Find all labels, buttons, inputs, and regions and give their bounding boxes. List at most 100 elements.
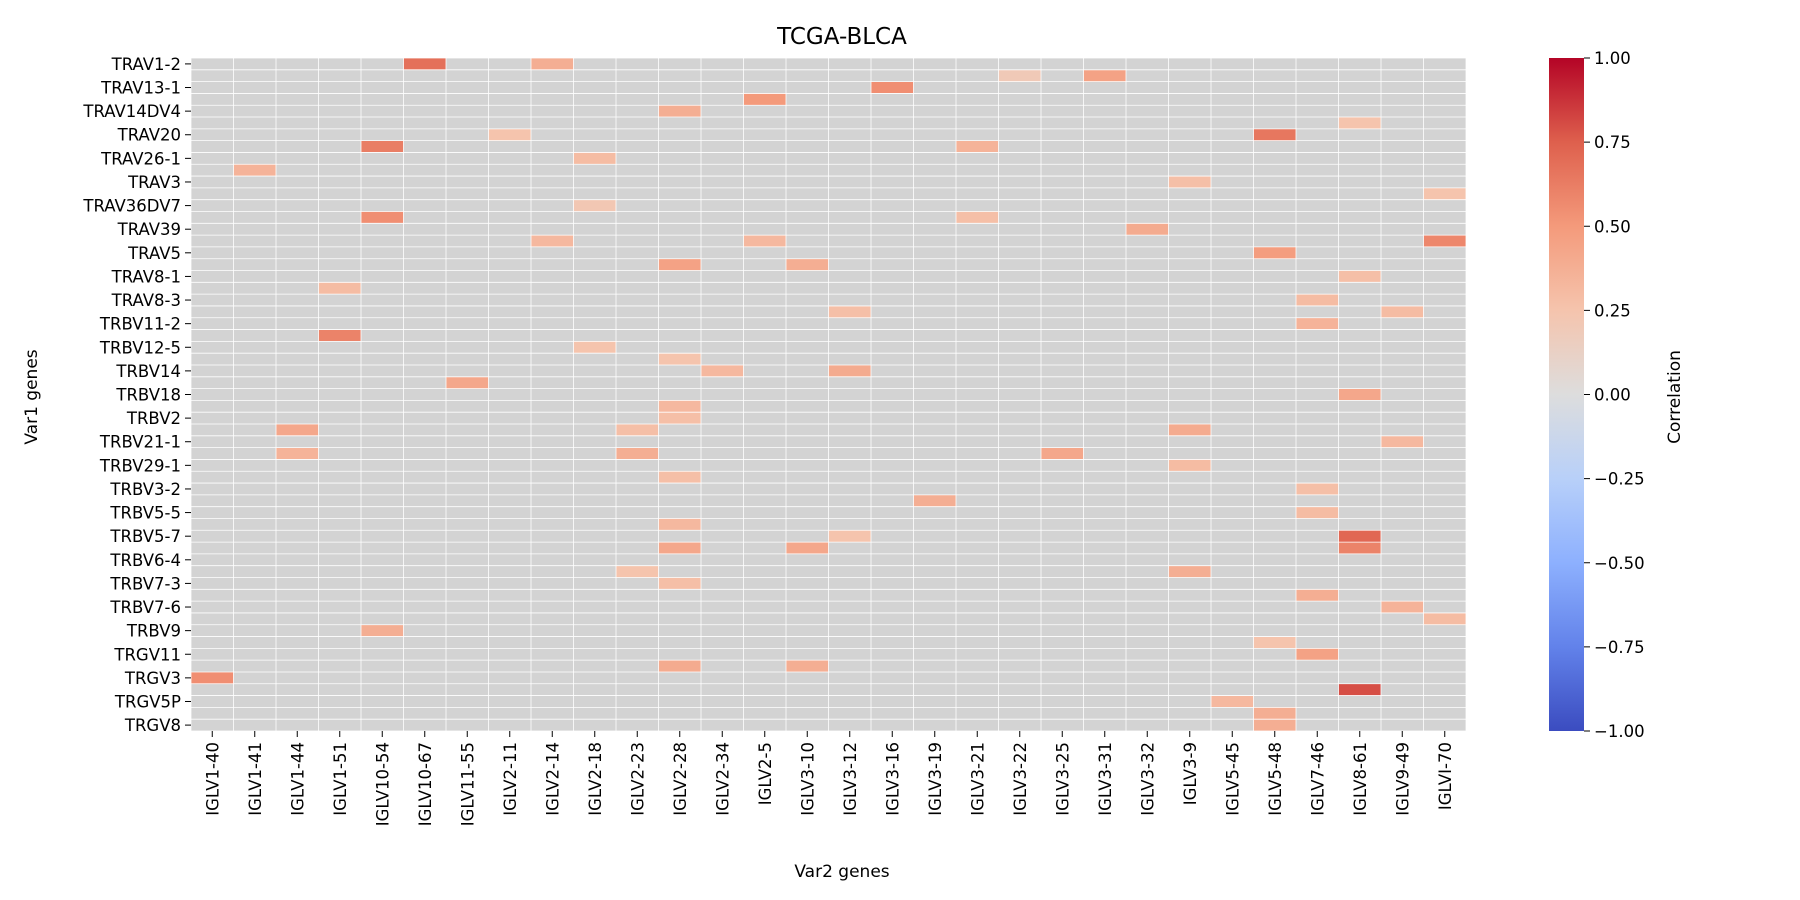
y-tick-label: TRAV8-1 <box>111 267 181 286</box>
y-tick-label: TRBV3-2 <box>109 480 181 499</box>
heatmap-cell <box>1338 683 1381 696</box>
colorbar-tick-label: −0.75 <box>1594 638 1645 657</box>
heatmap-cell <box>573 341 616 354</box>
heatmap-cell <box>1253 128 1296 141</box>
x-tick-label: IGLV3-10 <box>798 742 817 816</box>
x-tick-label: IGLV2-5 <box>756 742 775 805</box>
heatmap-cell <box>658 518 701 531</box>
heatmap-cell <box>1253 246 1296 259</box>
heatmap-cell <box>998 69 1041 82</box>
colorbar-tick-label: 0.25 <box>1594 301 1631 320</box>
heatmap-gridlines <box>190 57 1467 732</box>
x-tick-label: IGLV2-34 <box>713 742 732 816</box>
y-axis-label: Var1 genes <box>22 349 42 444</box>
x-tick-label: IGLV1-41 <box>246 742 265 816</box>
heatmap-cell <box>1423 235 1466 247</box>
colorbar-tick-label: −1.00 <box>1594 722 1645 741</box>
heatmap-cell <box>658 353 701 365</box>
heatmap-cell <box>403 58 446 70</box>
heatmap-cell <box>658 105 701 118</box>
heatmap-cell <box>743 93 786 106</box>
heatmap-cell <box>531 58 574 70</box>
heatmap-cell <box>573 199 616 212</box>
y-tick-label: TRBV7-6 <box>109 598 181 617</box>
x-tick-label: IGLV3-31 <box>1096 742 1115 816</box>
heatmap-cell <box>1338 388 1381 401</box>
x-tick-label: IGLV2-23 <box>628 742 647 816</box>
y-tick-label: TRAV1-2 <box>111 55 181 74</box>
heatmap-cell <box>1211 695 1254 708</box>
heatmap-plot <box>190 57 1467 732</box>
x-tick-label: IGLV2-18 <box>586 742 605 816</box>
y-tick-label: TRAV8-3 <box>111 291 181 310</box>
heatmap-cell <box>1423 187 1466 200</box>
y-tick-label: TRGV8 <box>124 716 181 735</box>
heatmap-cell <box>318 329 361 342</box>
colorbar-ticks: 1.00 0.75 0.50 0.25 0.00 −0.25 −0.50 −0.75 −1.00 <box>1584 49 1645 741</box>
heatmap-cell <box>1296 589 1339 602</box>
y-tick-label: TRAV5 <box>127 244 181 263</box>
y-tick-label: TRBV5-5 <box>109 504 181 523</box>
heatmap-cell <box>1338 530 1381 543</box>
heatmap-cell <box>658 258 701 271</box>
heatmap-cell <box>956 140 999 153</box>
x-tick-label: IGLV5-48 <box>1266 742 1285 816</box>
colorbar-tick-label: 0.00 <box>1594 386 1631 405</box>
y-tick-label: TRAV3 <box>127 173 181 192</box>
x-tick-label: IGLV3-21 <box>968 742 987 816</box>
x-tick-label: IGLV1-40 <box>203 742 222 816</box>
heatmap-cell <box>828 530 871 543</box>
x-tick-label: IGLV3-12 <box>841 742 860 816</box>
heatmap-cell <box>1338 542 1381 554</box>
heatmap-cell <box>1296 317 1339 330</box>
x-tick-label: IGLV10-67 <box>416 742 435 826</box>
y-tick-label: TRBV5-7 <box>109 527 181 546</box>
y-tick-label: TRBV29-1 <box>99 456 181 475</box>
heatmap-cell <box>658 542 701 554</box>
colorbar-tick-label: 0.75 <box>1594 133 1631 152</box>
x-tick-label: IGLV3-9 <box>1181 742 1200 805</box>
heatmap-cell <box>1083 69 1126 82</box>
x-tick-label: IGLV10-54 <box>373 742 392 826</box>
y-tick-label: TRAV20 <box>117 126 181 145</box>
heatmap-cell <box>1381 435 1424 448</box>
heatmap-cell <box>1381 305 1424 318</box>
y-tick-label: TRBV9 <box>126 622 181 641</box>
heatmap-cell <box>658 412 701 425</box>
y-axis: TRAV1-2 TRAV13-1 TRAV14DV4 TRAV20 TRAV26-1 TR… <box>82 55 191 735</box>
heatmap-cell <box>1338 117 1381 129</box>
heatmap-cell <box>531 235 574 247</box>
heatmap-cell <box>828 305 871 318</box>
y-tick-label: TRAV36DV7 <box>82 197 181 216</box>
heatmap-cell <box>743 235 786 247</box>
heatmap-cell <box>446 376 489 389</box>
y-tick-label: TRAV13-1 <box>100 79 181 98</box>
heatmap-cell <box>1041 447 1084 460</box>
heatmap-cells <box>191 58 1466 731</box>
x-tick-label: IGLVI-70 <box>1436 742 1455 810</box>
x-tick-label: IGLV3-25 <box>1053 742 1072 816</box>
heatmap-cell <box>1126 223 1169 236</box>
heatmap-cell <box>1423 612 1466 625</box>
colorbar-label: Correlation <box>1665 350 1685 444</box>
x-tick-label: IGLV3-19 <box>926 742 945 816</box>
heatmap-cell <box>658 471 701 484</box>
colorbar-gradient-bar <box>1549 58 1584 731</box>
y-tick-label: TRGV5P <box>114 692 181 711</box>
y-tick-label: TRBV14 <box>115 362 181 381</box>
heatmap-cell <box>658 577 701 590</box>
y-tick-label: TRBV18 <box>115 386 181 405</box>
heatmap-cell <box>956 211 999 224</box>
heatmap-cell <box>1296 648 1339 661</box>
heatmap-cell <box>616 447 659 460</box>
heatmap-cell <box>488 128 531 141</box>
heatmap-cell <box>361 140 404 153</box>
y-tick-label: TRBV2 <box>126 409 181 428</box>
y-tick-label: TRAV39 <box>117 220 181 239</box>
heatmap-cell <box>1168 459 1211 472</box>
x-axis: IGLV1-40 IGLV1-41 IGLV1-44 IGLV1-51 IGLV10-5… <box>203 731 1455 826</box>
y-tick-label: TRGV3 <box>124 669 181 688</box>
x-tick-label: IGLV11-55 <box>458 742 477 826</box>
x-tick-label: IGLV2-11 <box>501 742 520 816</box>
x-axis-label: Var2 genes <box>794 862 889 882</box>
